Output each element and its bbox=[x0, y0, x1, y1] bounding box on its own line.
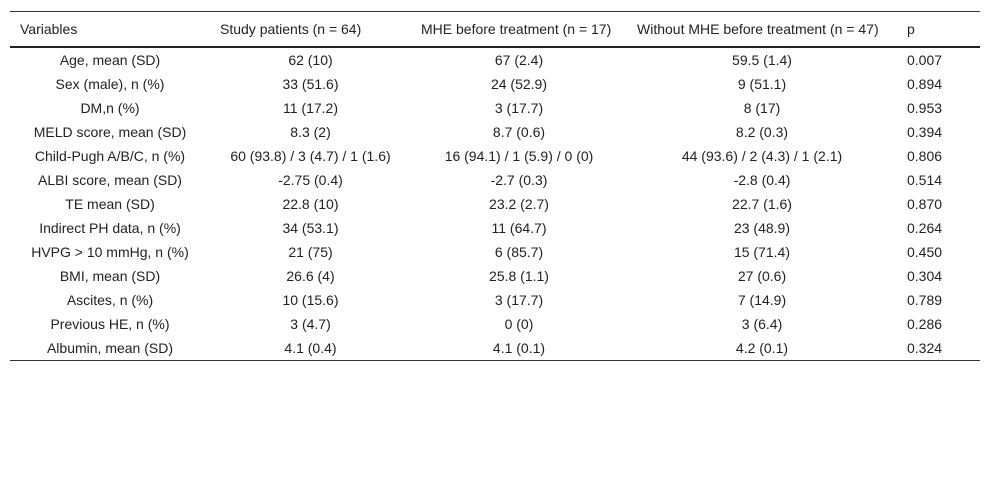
data-table: Variables Study patients (n = 64) MHE befo… bbox=[10, 11, 980, 361]
table-cell: 11 (17.2) bbox=[283, 100, 338, 116]
table-row: DM,n (%) 11 (17.2) 3 (17.7) 8 (17) 0.953 bbox=[10, 96, 980, 120]
table-cell: 0.324 bbox=[907, 340, 943, 356]
table-cell: 3 (4.7) bbox=[290, 316, 331, 332]
table-cell: -2.8 (0.4) bbox=[733, 172, 791, 188]
table-cell: 25.8 (1.1) bbox=[489, 268, 549, 284]
table-cell: Ascites, n (%) bbox=[66, 292, 154, 308]
table-cell: 60 (93.8) / 3 (4.7) / 1 (1.6) bbox=[230, 148, 391, 164]
table-cell: 3 (17.7) bbox=[494, 292, 544, 308]
table-cell: 27 (0.6) bbox=[737, 268, 787, 284]
header-cell: p bbox=[907, 21, 915, 37]
table-cell: 0.806 bbox=[907, 148, 943, 164]
table-cell: HVPG > 10 mmHg, n (%) bbox=[31, 244, 189, 260]
table-cell: 0.894 bbox=[907, 76, 943, 92]
header-row: Variables Study patients (n = 64) MHE befo… bbox=[10, 11, 980, 47]
table-cell: 6 (85.7) bbox=[494, 244, 544, 260]
table-cell: 0.870 bbox=[907, 196, 943, 212]
table-cell: 9 (51.1) bbox=[737, 76, 787, 92]
table-cell: 15 (71.4) bbox=[733, 244, 791, 260]
table-cell: 62 (10) bbox=[288, 52, 333, 68]
header-cell: Variables bbox=[20, 21, 78, 37]
table-row: ALBI score, mean (SD) -2.75 (0.4) -2.7 (0.… bbox=[10, 168, 980, 192]
table-cell: 24 (52.9) bbox=[490, 76, 548, 92]
table-cell: 0.264 bbox=[907, 220, 943, 236]
table-row: Previous HE, n (%) 3 (4.7) 0 (0) 3 (6.4) 0.2… bbox=[10, 312, 980, 336]
table-cell: 23 (48.9) bbox=[733, 220, 791, 236]
table-cell: 59.5 (1.4) bbox=[732, 52, 792, 68]
table-row: Age, mean (SD) 62 (10) 67 (2.4) 59.5 (1.4) 0… bbox=[10, 47, 980, 72]
table-cell: 4.2 (0.1) bbox=[735, 340, 789, 356]
table-cell: 3 (6.4) bbox=[741, 316, 783, 332]
table-cell: ALBI score, mean (SD) bbox=[38, 172, 182, 188]
table-cell: 8.2 (0.3) bbox=[735, 124, 789, 140]
header-cell: Study patients (n = 64) bbox=[220, 21, 362, 37]
table-cell: 0.953 bbox=[907, 100, 943, 116]
table-cell: 67 (2.4) bbox=[494, 52, 544, 68]
table-cell: 0.286 bbox=[907, 316, 943, 332]
table-cell: 22.7 (1.6) bbox=[732, 196, 792, 212]
table-row: Albumin, mean (SD) 4.1 (0.4) 4.1 (0.1) 4.2 … bbox=[10, 336, 980, 361]
table-cell: -2.7 (0.3) bbox=[490, 172, 548, 188]
table-cell: 23.2 (2.7) bbox=[489, 196, 549, 212]
table-row: Sex (male), n (%) 33 (51.6) 24 (52.9) 9 (51… bbox=[10, 72, 980, 96]
table-cell: 16 (94.1) / 1 (5.9) / 0 (0) bbox=[444, 148, 594, 164]
table-cell: 3 (17.7) bbox=[494, 100, 544, 116]
table-cell: Sex (male), n (%) bbox=[55, 76, 165, 92]
table-cell: -2.75 (0.4) bbox=[278, 172, 343, 188]
table-cell: 21 (75) bbox=[288, 244, 333, 260]
table-cell: MELD score, mean (SD) bbox=[33, 124, 187, 140]
table-cell: 34 (53.1) bbox=[282, 220, 339, 236]
table-cell: 0.514 bbox=[907, 172, 943, 188]
table-cell: 26.6 (4) bbox=[286, 268, 335, 284]
table-cell: 10 (15.6) bbox=[282, 292, 339, 308]
table-cell: Child-Pugh A/B/C, n (%) bbox=[34, 148, 186, 164]
table-cell: 7 (14.9) bbox=[737, 292, 787, 308]
table-cell: Albumin, mean (SD) bbox=[46, 340, 174, 356]
table-cell: DM,n (%) bbox=[80, 100, 140, 116]
table-row: Indirect PH data, n (%) 34 (53.1) 11 (64.7… bbox=[10, 216, 980, 240]
table-cell: 0.304 bbox=[907, 268, 943, 284]
table-cell: TE mean (SD) bbox=[65, 196, 155, 212]
table-cell: 0.789 bbox=[907, 292, 943, 308]
table-cell: 0.007 bbox=[907, 52, 943, 68]
table-row: MELD score, mean (SD) 8.3 (2) 8.7 (0.6) 8.2… bbox=[10, 120, 980, 144]
table-cell: 4.1 (0.4) bbox=[284, 340, 337, 356]
table-row: HVPG > 10 mmHg, n (%) 21 (75) 6 (85.7) 15 (… bbox=[10, 240, 980, 264]
table-row: BMI, mean (SD) 26.6 (4) 25.8 (1.1) 27 (0.6)… bbox=[10, 264, 980, 288]
table-cell: 8 (17) bbox=[743, 100, 781, 116]
table-cell: Previous HE, n (%) bbox=[50, 316, 170, 332]
header-cell: Without MHE before treatment (n = 47) bbox=[637, 21, 879, 37]
table-row: Child-Pugh A/B/C, n (%) 60 (93.8) / 3 (4.… bbox=[10, 144, 980, 168]
table-cell: 33 (51.6) bbox=[282, 76, 339, 92]
table-cell: 0.450 bbox=[907, 244, 943, 260]
table-body: Age, mean (SD) 62 (10) 67 (2.4) 59.5 (1.4) 0… bbox=[10, 47, 980, 361]
table-cell: 8.3 (2) bbox=[290, 124, 331, 140]
table-cell: 0 (0) bbox=[504, 316, 534, 332]
table-cell: 44 (93.6) / 2 (4.3) / 1 (2.1) bbox=[681, 148, 843, 164]
table-cell: 22.8 (10) bbox=[282, 196, 339, 212]
table-cell: 0.394 bbox=[907, 124, 943, 140]
table-row: Ascites, n (%) 10 (15.6) 3 (17.7) 7 (14.9) 0… bbox=[10, 288, 980, 312]
table-cell: 8.7 (0.6) bbox=[492, 124, 546, 140]
table-cell: BMI, mean (SD) bbox=[59, 268, 161, 284]
table-cell: Indirect PH data, n (%) bbox=[39, 220, 181, 236]
table-cell: 4.1 (0.1) bbox=[492, 340, 546, 356]
table-row: TE mean (SD) 22.8 (10) 23.2 (2.7) 22.7 (1.6… bbox=[10, 192, 980, 216]
header-cell: MHE before treatment (n = 17) bbox=[421, 21, 612, 37]
table-cell: Age, mean (SD) bbox=[59, 52, 161, 68]
table-cell: 11 (64.7) bbox=[491, 220, 547, 236]
